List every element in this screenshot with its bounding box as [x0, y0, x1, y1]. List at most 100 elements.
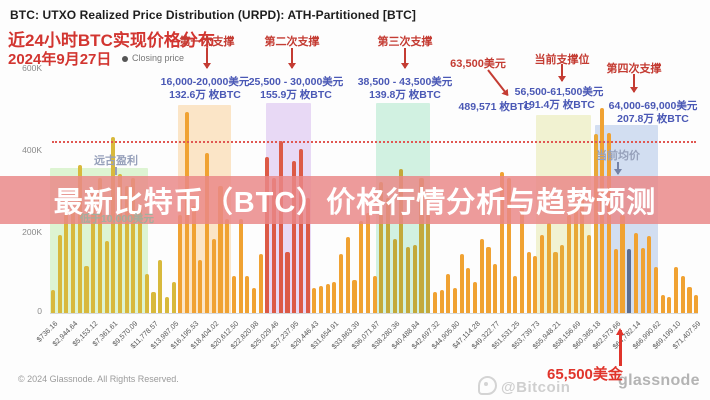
- y-axis-tick: 0: [37, 306, 42, 316]
- ancient-profit-label: 远古盈利: [94, 155, 138, 167]
- price-bucket-bar: [91, 194, 96, 313]
- price-bucket-bar: [365, 213, 370, 313]
- price-bucket-bar: [359, 221, 364, 313]
- price-bucket-bar: [57, 235, 62, 313]
- price-bucket-bar: [399, 169, 404, 313]
- support4-range: 64,000-69,000美元 207.8万 枚BTC: [608, 100, 698, 125]
- price-bucket-bar: [667, 297, 672, 313]
- current-support-arrow-down-icon: [558, 64, 566, 82]
- price-bucket-bar: [178, 215, 183, 313]
- current-avg-arrow-down-icon: [614, 162, 622, 175]
- y-axis-tick: 600K: [22, 63, 42, 73]
- price-bucket-bar: [191, 206, 196, 313]
- price-bucket-bar: [50, 290, 56, 313]
- price-bucket-bar: [205, 153, 210, 313]
- overlay-banner: 最新比特币（BTC）价格行情分析与趋势预测: [0, 176, 710, 224]
- current-support-label: 当前支撑位: [534, 54, 590, 66]
- price-bucket-bar: [278, 141, 283, 313]
- price-bucket-bar: [674, 267, 679, 313]
- legend-closing-price: Closing price: [122, 53, 184, 63]
- overlay-banner-text: 最新比特币（BTC）价格行情分析与趋势预测: [53, 187, 657, 219]
- price-63500-amount: 489,571 枚BTC: [458, 101, 532, 113]
- support2-label: 第二次支撑: [264, 36, 320, 48]
- price-bucket-bar: [566, 215, 571, 313]
- price-bucket-bar: [513, 276, 518, 313]
- price-bucket-bar: [519, 204, 525, 313]
- price-bucket-bar: [459, 254, 464, 313]
- copyright-text: © 2024 Glassnode. All Rights Reserved.: [18, 374, 179, 384]
- price-bucket-bar: [218, 186, 223, 313]
- price-bucket-bar: [158, 260, 163, 313]
- price-bucket-bar: [432, 292, 437, 313]
- price-callout-65500: 65,500美金: [547, 366, 623, 383]
- price-bucket-bar: [613, 249, 618, 313]
- price-bucket-bar: [560, 245, 565, 313]
- price-bucket-bar: [620, 215, 625, 313]
- price-bucket-bar: [258, 254, 263, 313]
- price-bucket-bar: [546, 223, 551, 313]
- price-bucket-bar: [499, 172, 504, 313]
- price-bucket-bar: [104, 241, 109, 313]
- price-bucket-bar: [265, 157, 270, 313]
- support4-arrow-down-icon: [630, 74, 638, 93]
- price-bucket-bar: [272, 178, 277, 313]
- price-bucket-bar: [660, 295, 665, 313]
- ancient-profit-tick-icon: [115, 167, 117, 175]
- price-bucket-bar: [97, 178, 102, 313]
- price-bucket-bar: [298, 149, 303, 313]
- price-bucket-bar: [633, 233, 638, 313]
- price-bucket-bar: [640, 248, 645, 313]
- support1-arrow-down-icon: [203, 48, 211, 69]
- price-bucket-bar: [680, 276, 685, 313]
- price-bucket-bar: [426, 194, 431, 313]
- support3-label: 第三次支撑: [377, 36, 433, 48]
- price-bucket-bar: [245, 276, 250, 313]
- support1-range: 16,000-20,000美元 132.6万 枚BTC: [160, 76, 250, 101]
- threshold-dotted-line: [52, 141, 696, 143]
- price-bucket-bar: [473, 282, 478, 313]
- chart-subtitle-cn: 近24小时BTC实现价格分布: [8, 31, 215, 50]
- support3-range: 38,500 - 43,500美元 139.8万 枚BTC: [357, 76, 453, 101]
- price-bucket-bar: [138, 206, 143, 313]
- price-bucket-bar: [526, 252, 531, 313]
- price-bucket-bar: [352, 280, 357, 313]
- price-bucket-bar: [231, 276, 236, 313]
- price-bucket-bar: [419, 178, 424, 313]
- price-bucket-bar: [171, 282, 176, 313]
- price-bucket-bar: [493, 264, 498, 313]
- price-callout-arrow-up-icon: [616, 328, 623, 366]
- current-support-range: 56,500-61,500美元 191.4万 枚BTC: [514, 86, 604, 111]
- price-bucket-bar: [412, 245, 417, 313]
- price-bucket-bar: [124, 186, 129, 313]
- price-bucket-bar: [151, 292, 156, 313]
- support2-range: 25,500 - 30,000美元 155.9万 枚BTC: [248, 76, 344, 101]
- weibo-logo-icon: [478, 376, 497, 395]
- price-bucket-bar: [573, 206, 578, 313]
- price-bucket-bar: [305, 198, 310, 313]
- price-bucket-bar: [144, 274, 149, 313]
- price-bucket-bar: [406, 247, 411, 313]
- below-10000-label: 低于10,000美元: [79, 213, 155, 225]
- price-bucket-bar: [379, 182, 384, 313]
- support2-arrow-down-icon: [288, 48, 296, 69]
- price-bucket-bar: [164, 297, 169, 313]
- price-bucket-bar: [452, 288, 458, 313]
- price-bucket-bar: [131, 178, 136, 313]
- support4-label: 第四次支撑: [606, 63, 662, 75]
- price-63500-label: 63,500美元: [450, 58, 506, 70]
- price-bucket-bar: [339, 254, 344, 313]
- price-bucket-bar: [533, 256, 538, 313]
- price-bucket-bar: [486, 247, 491, 313]
- price-bucket-bar: [392, 239, 397, 313]
- price-bucket-bar: [251, 288, 257, 313]
- y-axis-tick: 400K: [22, 145, 42, 155]
- price-bucket-bar: [439, 290, 444, 313]
- weibo-watermark: @Bitcoin: [478, 376, 570, 396]
- price-bucket-bar: [238, 219, 243, 313]
- support3-arrow-down-icon: [401, 48, 409, 69]
- glassnode-watermark: glassnode: [618, 372, 700, 389]
- price-bucket-bar: [372, 276, 377, 313]
- price-bucket-bar: [332, 282, 337, 313]
- y-axis-tick: 200K: [22, 227, 42, 237]
